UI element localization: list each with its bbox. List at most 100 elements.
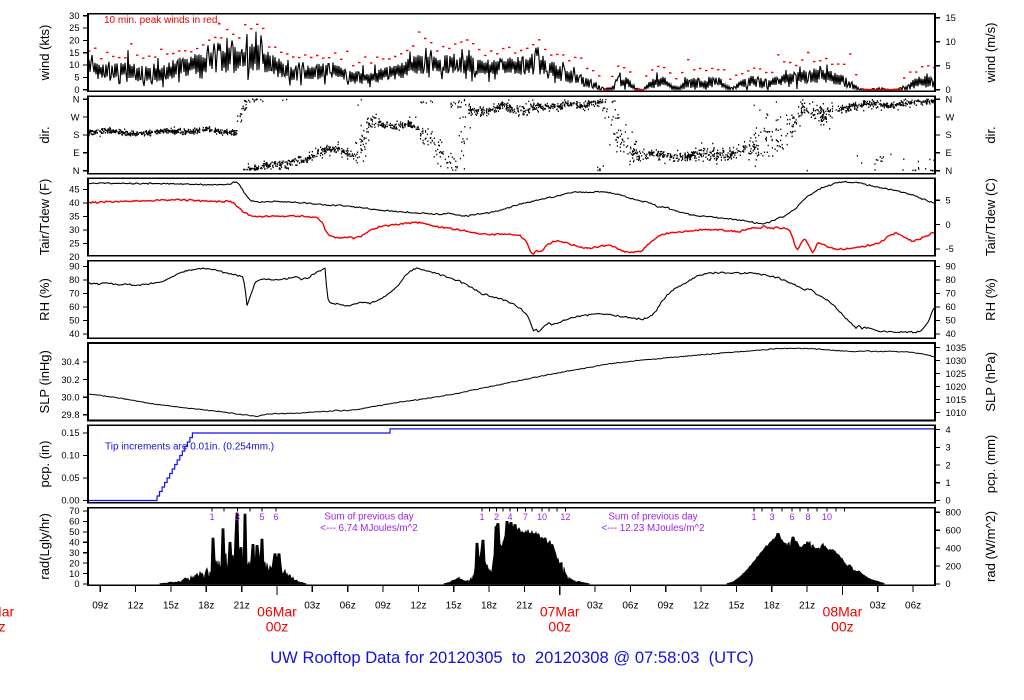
- svg-text:5: 5: [74, 73, 79, 83]
- svg-text:N: N: [73, 94, 80, 104]
- svg-text:03z: 03z: [304, 601, 320, 612]
- svg-text:1015: 1015: [946, 395, 967, 405]
- svg-text:rad (W/m^2): rad (W/m^2): [983, 511, 998, 582]
- svg-text:10: 10: [946, 37, 956, 47]
- svg-text:10 min. peak winds in red.: 10 min. peak winds in red.: [104, 15, 220, 26]
- svg-text:3: 3: [235, 512, 240, 522]
- svg-text:15z: 15z: [728, 601, 744, 612]
- svg-text:0: 0: [946, 220, 951, 230]
- svg-text:18z: 18z: [764, 601, 780, 612]
- svg-text:15: 15: [946, 13, 956, 23]
- svg-text:40: 40: [69, 198, 79, 208]
- svg-text:03z: 03z: [587, 601, 603, 612]
- svg-text:7: 7: [523, 512, 528, 522]
- svg-text:00z: 00z: [831, 619, 854, 635]
- svg-text:29.8: 29.8: [61, 410, 79, 420]
- svg-text:12z: 12z: [693, 601, 709, 612]
- svg-text:00z: 00z: [266, 619, 289, 635]
- svg-text:wind (m/s): wind (m/s): [983, 23, 998, 84]
- svg-text:1: 1: [209, 512, 214, 522]
- svg-text:1: 1: [751, 512, 756, 522]
- svg-text:15z: 15z: [163, 601, 179, 612]
- svg-text:18z: 18z: [198, 601, 214, 612]
- svg-text:70: 70: [69, 289, 79, 299]
- svg-text:40: 40: [69, 329, 79, 339]
- svg-text:35: 35: [69, 212, 79, 222]
- svg-text:N: N: [946, 94, 953, 104]
- svg-text:Sum of previous day: Sum of previous day: [324, 512, 413, 523]
- svg-text:15z: 15z: [446, 601, 462, 612]
- svg-text:40: 40: [946, 329, 956, 339]
- svg-text:3: 3: [769, 512, 774, 522]
- svg-text:1010: 1010: [946, 408, 967, 418]
- svg-text:1035: 1035: [946, 343, 967, 353]
- svg-text:0: 0: [74, 85, 79, 95]
- svg-text:80: 80: [69, 275, 79, 285]
- svg-text:50: 50: [69, 527, 79, 537]
- svg-text:5: 5: [946, 61, 951, 71]
- svg-text:70: 70: [69, 506, 79, 516]
- svg-text:0: 0: [946, 579, 951, 589]
- svg-text:600: 600: [946, 525, 962, 535]
- svg-text:90: 90: [69, 262, 79, 272]
- svg-text:UW Rooftop Data for 20120305: UW Rooftop Data for 20120305 to 20120308…: [270, 648, 754, 667]
- svg-text:08Mar: 08Mar: [823, 604, 863, 620]
- svg-text:30: 30: [69, 225, 79, 235]
- svg-text:09z: 09z: [92, 601, 108, 612]
- svg-text:2: 2: [946, 460, 951, 470]
- svg-text:00z: 00z: [0, 619, 6, 635]
- svg-text:40: 40: [69, 538, 79, 548]
- svg-text:4: 4: [507, 512, 512, 522]
- svg-text:50: 50: [69, 316, 79, 326]
- svg-text:06Mar: 06Mar: [257, 604, 297, 620]
- svg-text:Tair/Tdew (F): Tair/Tdew (F): [37, 179, 52, 256]
- svg-text:06z: 06z: [905, 601, 921, 612]
- svg-text:-5: -5: [946, 244, 954, 254]
- svg-text:07Mar: 07Mar: [540, 604, 580, 620]
- svg-text:30: 30: [69, 11, 79, 21]
- svg-text:0.15: 0.15: [61, 428, 79, 438]
- svg-text:70: 70: [946, 289, 956, 299]
- svg-text:20: 20: [69, 36, 79, 46]
- svg-text:60: 60: [69, 517, 79, 527]
- svg-text:dir.: dir.: [983, 126, 998, 143]
- svg-text:25: 25: [69, 239, 79, 249]
- svg-text:6: 6: [273, 512, 278, 522]
- svg-text:pcp. (in): pcp. (in): [37, 441, 52, 488]
- svg-text:10: 10: [822, 512, 832, 522]
- svg-text:RH (%): RH (%): [37, 278, 52, 321]
- svg-text:400: 400: [946, 543, 962, 553]
- svg-text:80: 80: [946, 275, 956, 285]
- svg-text:Tip increments are 0.01in. (0.: Tip increments are 0.01in. (0.254mm.): [105, 442, 274, 453]
- svg-text:<--- 12.23 MJoules/m^2: <--- 12.23 MJoules/m^2: [602, 523, 705, 534]
- svg-text:1: 1: [479, 512, 484, 522]
- svg-text:21z: 21z: [799, 601, 815, 612]
- svg-text:0: 0: [74, 579, 79, 589]
- svg-text:0.10: 0.10: [61, 451, 79, 461]
- svg-text:09z: 09z: [375, 601, 391, 612]
- svg-text:45: 45: [69, 185, 79, 195]
- svg-text:Sum of previous day: Sum of previous day: [608, 512, 697, 523]
- svg-text:Tair/Tdew (C): Tair/Tdew (C): [983, 178, 998, 256]
- svg-text:60: 60: [946, 302, 956, 312]
- svg-text:SLP (hPa): SLP (hPa): [983, 352, 998, 412]
- svg-text:800: 800: [946, 508, 962, 518]
- svg-text:30: 30: [69, 548, 79, 558]
- svg-text:2: 2: [494, 512, 499, 522]
- svg-text:10: 10: [69, 569, 79, 579]
- svg-text:21z: 21z: [234, 601, 250, 612]
- svg-text:E: E: [946, 148, 952, 158]
- svg-text:rad(Lgly/hr): rad(Lgly/hr): [37, 513, 52, 579]
- svg-text:12: 12: [560, 512, 570, 522]
- svg-text:90: 90: [946, 262, 956, 272]
- svg-text:03z: 03z: [870, 601, 886, 612]
- svg-text:8: 8: [805, 512, 810, 522]
- svg-text:SLP (inHg): SLP (inHg): [37, 350, 52, 413]
- svg-text:N: N: [946, 166, 953, 176]
- svg-text:6: 6: [789, 512, 794, 522]
- svg-text:5: 5: [946, 196, 951, 206]
- svg-text:4: 4: [946, 425, 951, 435]
- svg-text:10: 10: [537, 512, 547, 522]
- svg-text:<--- 6.74 MJoules/m^2: <--- 6.74 MJoules/m^2: [320, 523, 417, 534]
- svg-text:wind (kts): wind (kts): [37, 25, 52, 82]
